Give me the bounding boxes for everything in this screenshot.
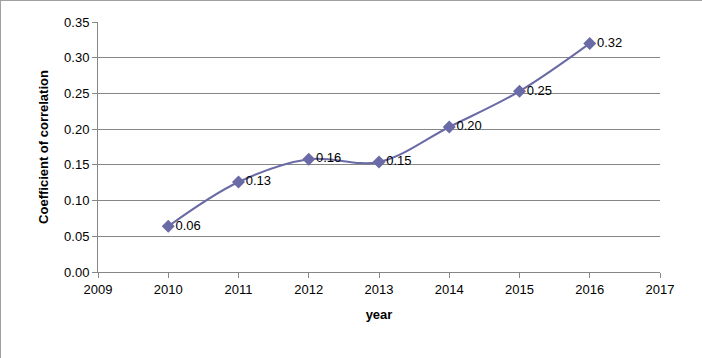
svg-text:2012: 2012 bbox=[294, 282, 323, 297]
svg-text:2010: 2010 bbox=[154, 282, 183, 297]
svg-text:year: year bbox=[366, 307, 393, 322]
svg-text:0.20: 0.20 bbox=[457, 118, 482, 133]
svg-text:2017: 2017 bbox=[646, 282, 675, 297]
svg-text:0.00: 0.00 bbox=[64, 265, 89, 280]
svg-text:0.25: 0.25 bbox=[527, 83, 552, 98]
svg-text:0.32: 0.32 bbox=[597, 35, 622, 50]
svg-text:0.25: 0.25 bbox=[64, 86, 89, 101]
svg-text:2009: 2009 bbox=[84, 282, 113, 297]
svg-text:0.05: 0.05 bbox=[64, 229, 89, 244]
svg-text:2014: 2014 bbox=[435, 282, 464, 297]
svg-text:0.06: 0.06 bbox=[176, 218, 201, 233]
svg-text:2016: 2016 bbox=[575, 282, 604, 297]
svg-text:0.35: 0.35 bbox=[64, 15, 89, 30]
svg-text:2015: 2015 bbox=[505, 282, 534, 297]
svg-text:0.13: 0.13 bbox=[246, 173, 271, 188]
svg-text:2011: 2011 bbox=[225, 282, 253, 297]
svg-text:0.10: 0.10 bbox=[64, 193, 89, 208]
svg-text:Coefficient of correlation: Coefficient of correlation bbox=[36, 70, 51, 224]
svg-text:0.30: 0.30 bbox=[64, 50, 89, 65]
svg-text:2013: 2013 bbox=[365, 282, 394, 297]
svg-text:0.20: 0.20 bbox=[64, 122, 89, 137]
svg-text:0.15: 0.15 bbox=[64, 157, 89, 172]
svg-text:0.16: 0.16 bbox=[316, 150, 341, 165]
svg-text:0.15: 0.15 bbox=[386, 153, 411, 168]
